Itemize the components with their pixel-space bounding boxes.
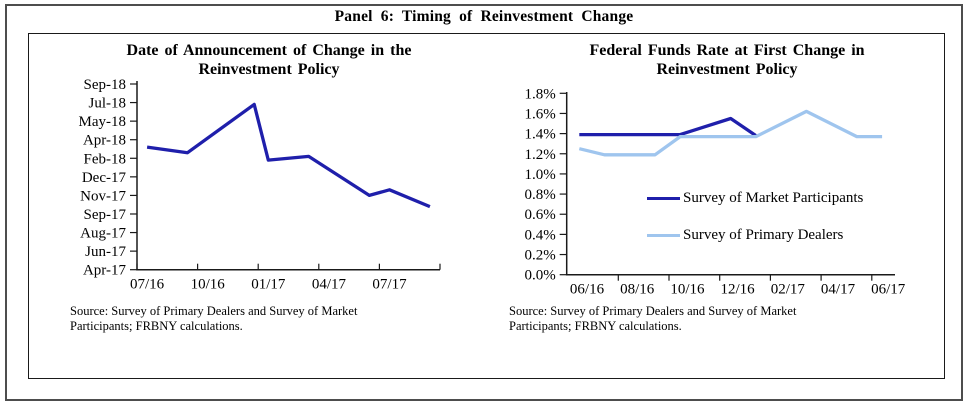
right-x-tick-label: 02/17 xyxy=(771,282,806,298)
right-y-tick-label: 0.6% xyxy=(524,207,555,223)
right-series-market-participants-line xyxy=(579,116,757,137)
left-x-tick-label: 01/17 xyxy=(251,277,286,293)
right-source-line2: Participants; FRBNY calculations. xyxy=(509,319,682,333)
outer-border xyxy=(5,4,963,401)
left-x-tick-label: 07/16 xyxy=(130,277,165,293)
left-y-tick-label: Apr-17 xyxy=(83,263,127,279)
left-chart-title-line1: Date of Announcement of Change in the xyxy=(126,42,412,59)
right-y-tick-label: 1.8% xyxy=(524,86,555,102)
right-x-tick-label: 08/16 xyxy=(620,282,655,298)
left-source-line1: Source: Survey of Primary Dealers and Su… xyxy=(70,304,358,318)
right-x-tick-label: 10/16 xyxy=(670,282,705,298)
left-y-tick-label: Feb-18 xyxy=(84,151,127,167)
left-chart-title-line2: Reinvestment Policy xyxy=(198,61,340,78)
right-y-tick-label: 1.0% xyxy=(524,167,555,183)
legend-item-market-participants: Survey of Market Participants xyxy=(647,190,863,207)
left-y-tick-label: Aug-17 xyxy=(80,226,126,242)
left-y-tick-label: Sep-17 xyxy=(84,207,127,223)
left-chart-title: Date of Announcement of Change in the Re… xyxy=(89,41,449,79)
right-x-tick-label: 04/17 xyxy=(821,282,856,298)
right-y-tick-label: 1.6% xyxy=(524,106,555,122)
left-y-tick-label: Nov-17 xyxy=(80,188,126,204)
left-y-tick-label: Dec-17 xyxy=(82,170,127,186)
right-y-tick-label: 0.0% xyxy=(524,268,555,284)
right-y-tick-label: 0.4% xyxy=(524,227,555,243)
right-y-tick-label: 1.4% xyxy=(524,127,555,143)
legend-label-primary-dealers: Survey of Primary Dealers xyxy=(683,227,844,243)
right-y-tick-label: 0.8% xyxy=(524,187,555,203)
left-y-tick-label: Jul-18 xyxy=(89,96,127,112)
right-source-note: Source: Survey of Primary Dealers and Su… xyxy=(509,304,854,334)
right-chart-title-line1: Federal Funds Rate at First Change in xyxy=(589,42,865,59)
right-chart-title: Federal Funds Rate at First Change in Re… xyxy=(547,41,907,79)
left-y-tick-label: Apr-18 xyxy=(83,133,126,149)
left-source-line2: Participants; FRBNY calculations. xyxy=(70,319,243,333)
right-x-tick-label: 12/16 xyxy=(721,282,756,298)
left-y-tick-label: Jun-17 xyxy=(85,244,126,260)
right-series-primary-dealers-line xyxy=(578,109,883,157)
left-x-tick-label: 07/17 xyxy=(372,277,407,293)
left-x-tick-label: 04/17 xyxy=(312,277,347,293)
left-y-tick-label: Sep-18 xyxy=(84,77,127,93)
right-y-tick-label: 1.2% xyxy=(524,147,555,163)
right-x-tick-label: 06/17 xyxy=(871,282,906,298)
left-series-announcement-line xyxy=(146,102,431,209)
right-x-tick-label: 06/16 xyxy=(570,282,605,298)
left-y-tick-label: May-18 xyxy=(79,114,127,130)
legend-line-swatch-market-participants xyxy=(647,196,680,201)
legend-label-market-participants: Survey of Market Participants xyxy=(683,190,864,206)
charts-container xyxy=(28,33,945,379)
legend-line-swatch-primary-dealers xyxy=(647,233,680,238)
panel-title: Panel 6: Timing of Reinvestment Change xyxy=(334,8,634,25)
right-chart-title-line2: Reinvestment Policy xyxy=(656,61,798,78)
left-source-note: Source: Survey of Primary Dealers and Su… xyxy=(70,304,415,334)
right-y-tick-label: 0.2% xyxy=(524,248,555,264)
left-x-tick-label: 10/16 xyxy=(191,277,226,293)
right-source-line1: Source: Survey of Primary Dealers and Su… xyxy=(509,304,797,318)
legend-item-primary-dealers: Survey of Primary Dealers xyxy=(647,227,843,244)
